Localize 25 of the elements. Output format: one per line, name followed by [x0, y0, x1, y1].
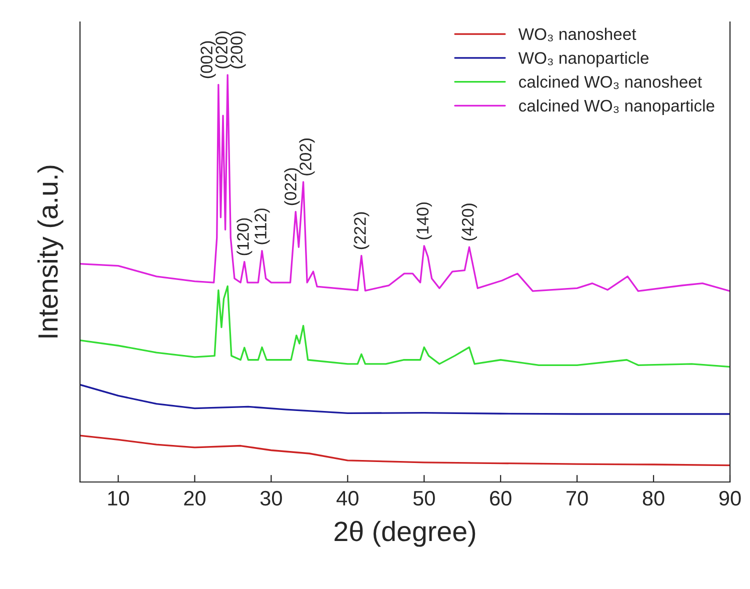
legend-label: WO₃ nanosheet [518, 28, 636, 42]
x-tick-label: 90 [719, 490, 741, 506]
legend-label: calcined WO₃ nanoparticle [519, 99, 714, 115]
x-tick-label: 40 [336, 490, 358, 506]
x-tick-label: 10 [108, 490, 130, 506]
annotation: (022) [284, 168, 300, 206]
legend-label: calcined WO₃ nanosheet [519, 76, 702, 90]
x-tick-label: 30 [260, 490, 282, 506]
annotation: (222) [354, 212, 370, 250]
legend-label: WO₃ nanoparticle [518, 52, 648, 68]
x-tick-label: 20 [184, 490, 206, 506]
annotation: (120) [236, 218, 252, 256]
annotation: (420) [461, 204, 477, 241]
y-axis-title: Intensity (a.u.) [37, 166, 64, 338]
annotation: (200) [230, 31, 246, 68]
annotation: (140) [416, 202, 432, 240]
x-axis-title: 2θ (degree) [334, 520, 476, 547]
annotation: (002) [200, 41, 216, 78]
annotation: (112) [254, 208, 270, 244]
x-tick-label: 70 [566, 490, 588, 506]
annotation: (202) [299, 138, 315, 176]
x-tick-label: 60 [490, 490, 512, 506]
annotation: (020) [215, 31, 231, 68]
x-tick-label: 50 [413, 490, 435, 506]
x-tick-label: 80 [642, 490, 664, 506]
